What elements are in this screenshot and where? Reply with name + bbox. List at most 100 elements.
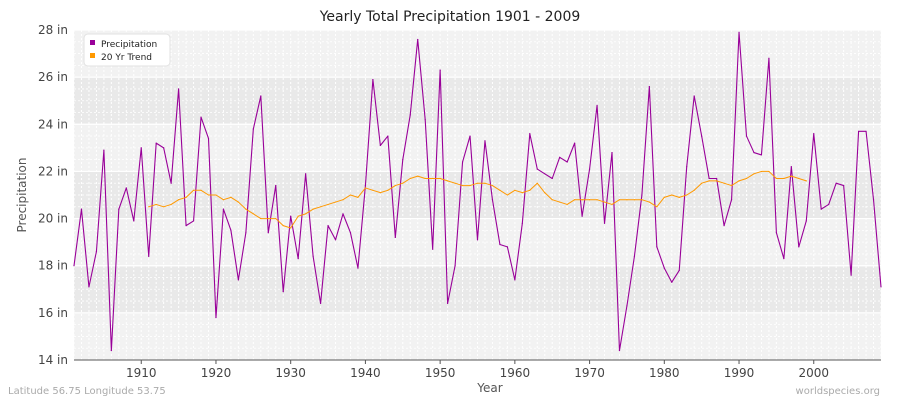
trend-point: [499, 189, 501, 191]
y-tick-label: 14 in: [38, 353, 68, 367]
trend-point: [716, 180, 718, 182]
precipitation-point: [364, 184, 367, 187]
precipitation-point: [110, 349, 112, 352]
x-tick-label: 1920: [201, 366, 232, 380]
trend-point: [267, 217, 269, 220]
precipitation-point: [835, 182, 837, 184]
precipitation-point: [387, 135, 389, 137]
x-tick-labels: 1910 1920 1930 1940 1950 1960 1970 1980 1990 2000: [126, 360, 829, 380]
precipitation-point: [237, 279, 239, 281]
trend-point: [551, 199, 553, 201]
precipitation-point: [155, 142, 157, 144]
precipitation-point: [319, 302, 322, 305]
chart-title: Yearly Total Precipitation 1901 - 2009: [319, 9, 581, 25]
trend-point: [334, 201, 337, 203]
trend-point: [454, 182, 456, 184]
precipitation-point: [432, 248, 434, 250]
trend-point: [708, 180, 710, 182]
precipitation-point: [850, 274, 852, 276]
y-tick-label: 20 in: [38, 212, 68, 226]
precipitation-point: [626, 305, 628, 307]
precipitation-point: [260, 95, 262, 97]
trend-point: [200, 189, 202, 191]
precipitation-point: [529, 133, 531, 135]
y-tick-label: 24 in: [38, 117, 68, 131]
trend-point: [663, 196, 665, 198]
precipitation-point: [349, 232, 352, 234]
legend-swatch-precipitation: [90, 40, 95, 45]
precipitation-point: [559, 156, 561, 158]
precipitation-point: [872, 199, 875, 201]
trend-point: [364, 187, 367, 189]
x-tick-label: 1970: [574, 366, 605, 380]
precipitation-point: [148, 255, 150, 257]
precipitation-point: [611, 151, 613, 154]
trend-point: [701, 182, 703, 184]
trend-point: [260, 217, 262, 220]
precipitation-point: [693, 95, 695, 97]
precipitation-point: [461, 161, 464, 163]
series-layer: [73, 31, 882, 352]
precipitation-point: [245, 232, 247, 234]
trend-point: [439, 177, 441, 180]
precipitation-point: [603, 222, 606, 224]
precipitation-point: [252, 128, 254, 130]
precipitation-point: [282, 291, 284, 293]
precipitation-point: [730, 199, 733, 201]
precipitation-point: [484, 140, 486, 142]
trend-point: [805, 180, 807, 182]
trend-point: [544, 192, 546, 194]
precipitation-point: [215, 316, 217, 319]
precipitation-point: [402, 159, 404, 161]
precipitation-point: [574, 142, 576, 144]
trend-point: [521, 192, 523, 194]
trend-point: [678, 196, 680, 198]
precipitation-point: [716, 177, 718, 180]
precipitation-point: [865, 130, 867, 132]
legend-swatch-trend: [90, 53, 95, 58]
y-tick-label: 26 in: [38, 70, 68, 84]
trend-point: [424, 177, 426, 180]
trend-point: [461, 184, 464, 187]
trend-point: [327, 203, 329, 206]
precipitation-point: [506, 246, 508, 248]
precipitation-point: [454, 265, 456, 267]
x-tick-label: 2000: [798, 366, 829, 380]
precipitation-point: [73, 265, 75, 267]
trend-point: [738, 180, 740, 182]
trend-point: [491, 184, 494, 187]
trend-point: [618, 199, 621, 201]
footer-source: worldspecies.org: [796, 386, 880, 397]
precipitation-point: [566, 161, 568, 163]
trend-point: [775, 177, 777, 180]
precipitation-point: [476, 239, 479, 241]
precipitation-point: [618, 349, 621, 352]
trend-point: [768, 170, 770, 173]
x-tick-label: 1990: [724, 366, 755, 380]
precipitation-point: [656, 246, 658, 248]
precipitation-point: [686, 166, 688, 168]
trend-point: [633, 199, 636, 201]
trend-point: [290, 227, 292, 229]
precipitation-point: [372, 78, 374, 81]
precipitation-point: [312, 255, 314, 257]
precipitation-point: [80, 208, 83, 210]
precipitation-point: [327, 225, 329, 227]
trend-point: [312, 208, 314, 210]
precipitation-point: [843, 184, 845, 187]
trend-point: [484, 182, 486, 184]
precipitation-point: [596, 104, 598, 107]
precipitation-point: [775, 232, 777, 234]
precipitation-point: [170, 182, 172, 184]
precipitation-point: [133, 220, 135, 222]
trend-point: [745, 177, 748, 180]
trend-point: [753, 173, 755, 175]
trend-point: [185, 196, 187, 198]
precipitation-point: [768, 57, 770, 59]
trend-point: [148, 206, 150, 208]
trend-point: [275, 217, 277, 220]
y-tick-label: 28 in: [38, 23, 68, 37]
trend-point: [588, 199, 591, 201]
trend-point: [603, 201, 606, 203]
trend-point: [686, 194, 688, 196]
